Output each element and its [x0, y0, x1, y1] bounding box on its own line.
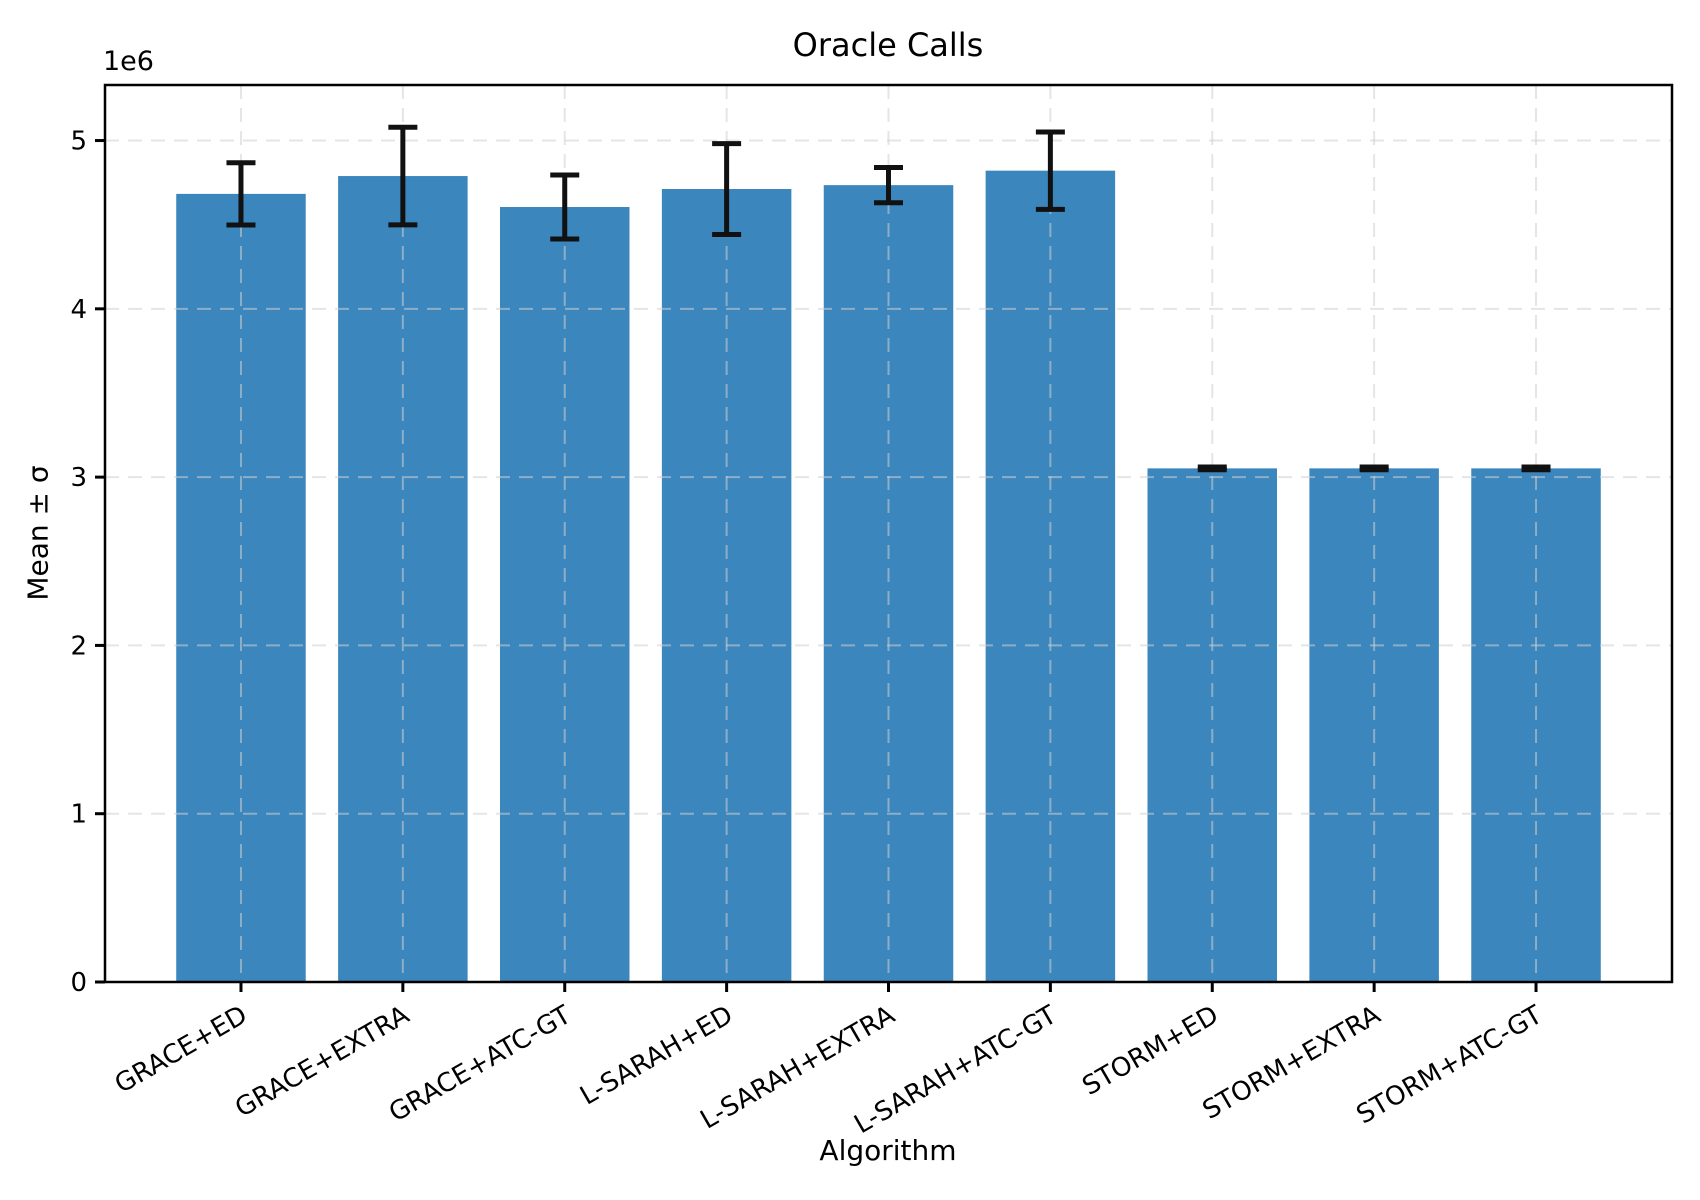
x-tick-label: STORM+ED	[1077, 1000, 1223, 1102]
y-tick-label: 5	[70, 127, 87, 157]
x-tick-label: L-SARAH+ED	[575, 1000, 738, 1111]
x-tick-label: GRACE+ED	[110, 1000, 253, 1100]
y-axis-offset-label: 1e6	[103, 46, 154, 77]
chart-title: Oracle Calls	[792, 26, 984, 64]
y-tick-label: 1	[70, 800, 87, 830]
y-tick-label: 4	[70, 295, 87, 325]
y-tick-label: 0	[70, 968, 87, 998]
bar	[176, 193, 306, 982]
x-axis-label: Algorithm	[819, 1134, 957, 1167]
y-axis-label: Mean ± σ	[21, 465, 55, 601]
x-tick-label: GRACE+ATC-GT	[384, 1000, 576, 1128]
y-tick-label: 2	[70, 631, 87, 661]
y-tick-label: 3	[70, 463, 87, 493]
